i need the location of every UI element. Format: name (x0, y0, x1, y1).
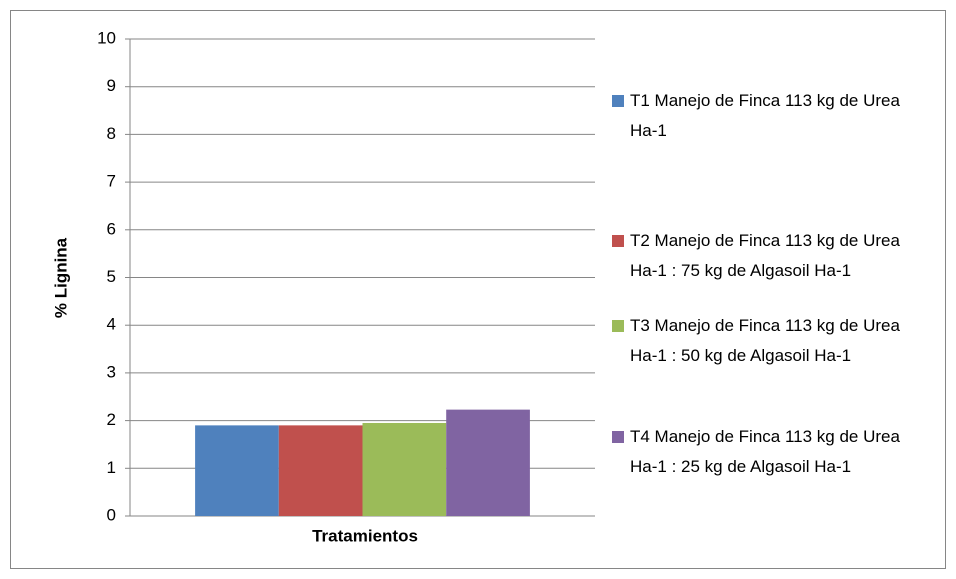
y-tick-label: 4 (107, 315, 116, 334)
legend-item: T2 Manejo de Finca 113 kg de Urea Ha-1 :… (612, 226, 942, 286)
legend-label: T3 Manejo de Finca 113 kg de Urea Ha-1 :… (630, 316, 900, 365)
y-tick-label: 0 (107, 505, 116, 524)
chart-border (10, 10, 946, 569)
bar (446, 409, 530, 516)
y-tick-label: 6 (107, 219, 116, 238)
x-axis-label: Tratamientos (312, 526, 418, 545)
y-tick-label: 1 (107, 458, 116, 477)
bar (362, 422, 447, 516)
y-tick-label: 9 (107, 76, 116, 95)
legend-item: T1 Manejo de Finca 113 kg de Urea Ha-1 (612, 86, 942, 146)
y-tick-label: 5 (107, 267, 116, 286)
bar (278, 425, 363, 516)
legend-item: T4 Manejo de Finca 113 kg de Urea Ha-1 :… (612, 422, 942, 482)
y-axis-label: % Lignina (51, 237, 70, 318)
y-tick-label: 3 (107, 362, 116, 381)
legend-label: T4 Manejo de Finca 113 kg de Urea Ha-1 :… (630, 427, 900, 476)
y-tick-label: 7 (107, 172, 116, 191)
legend-swatch (612, 320, 624, 332)
bar (195, 425, 279, 516)
legend-item: T3 Manejo de Finca 113 kg de Urea Ha-1 :… (612, 311, 942, 371)
legend-label: T1 Manejo de Finca 113 kg de Urea Ha-1 (630, 91, 900, 140)
legend-swatch (612, 95, 624, 107)
legend-swatch (612, 431, 624, 443)
legend-swatch (612, 235, 624, 247)
y-tick-label: 8 (107, 124, 116, 143)
y-tick-label: 2 (107, 410, 116, 429)
y-tick-label: 10 (97, 28, 116, 47)
legend-label: T2 Manejo de Finca 113 kg de Urea Ha-1 :… (630, 231, 900, 280)
